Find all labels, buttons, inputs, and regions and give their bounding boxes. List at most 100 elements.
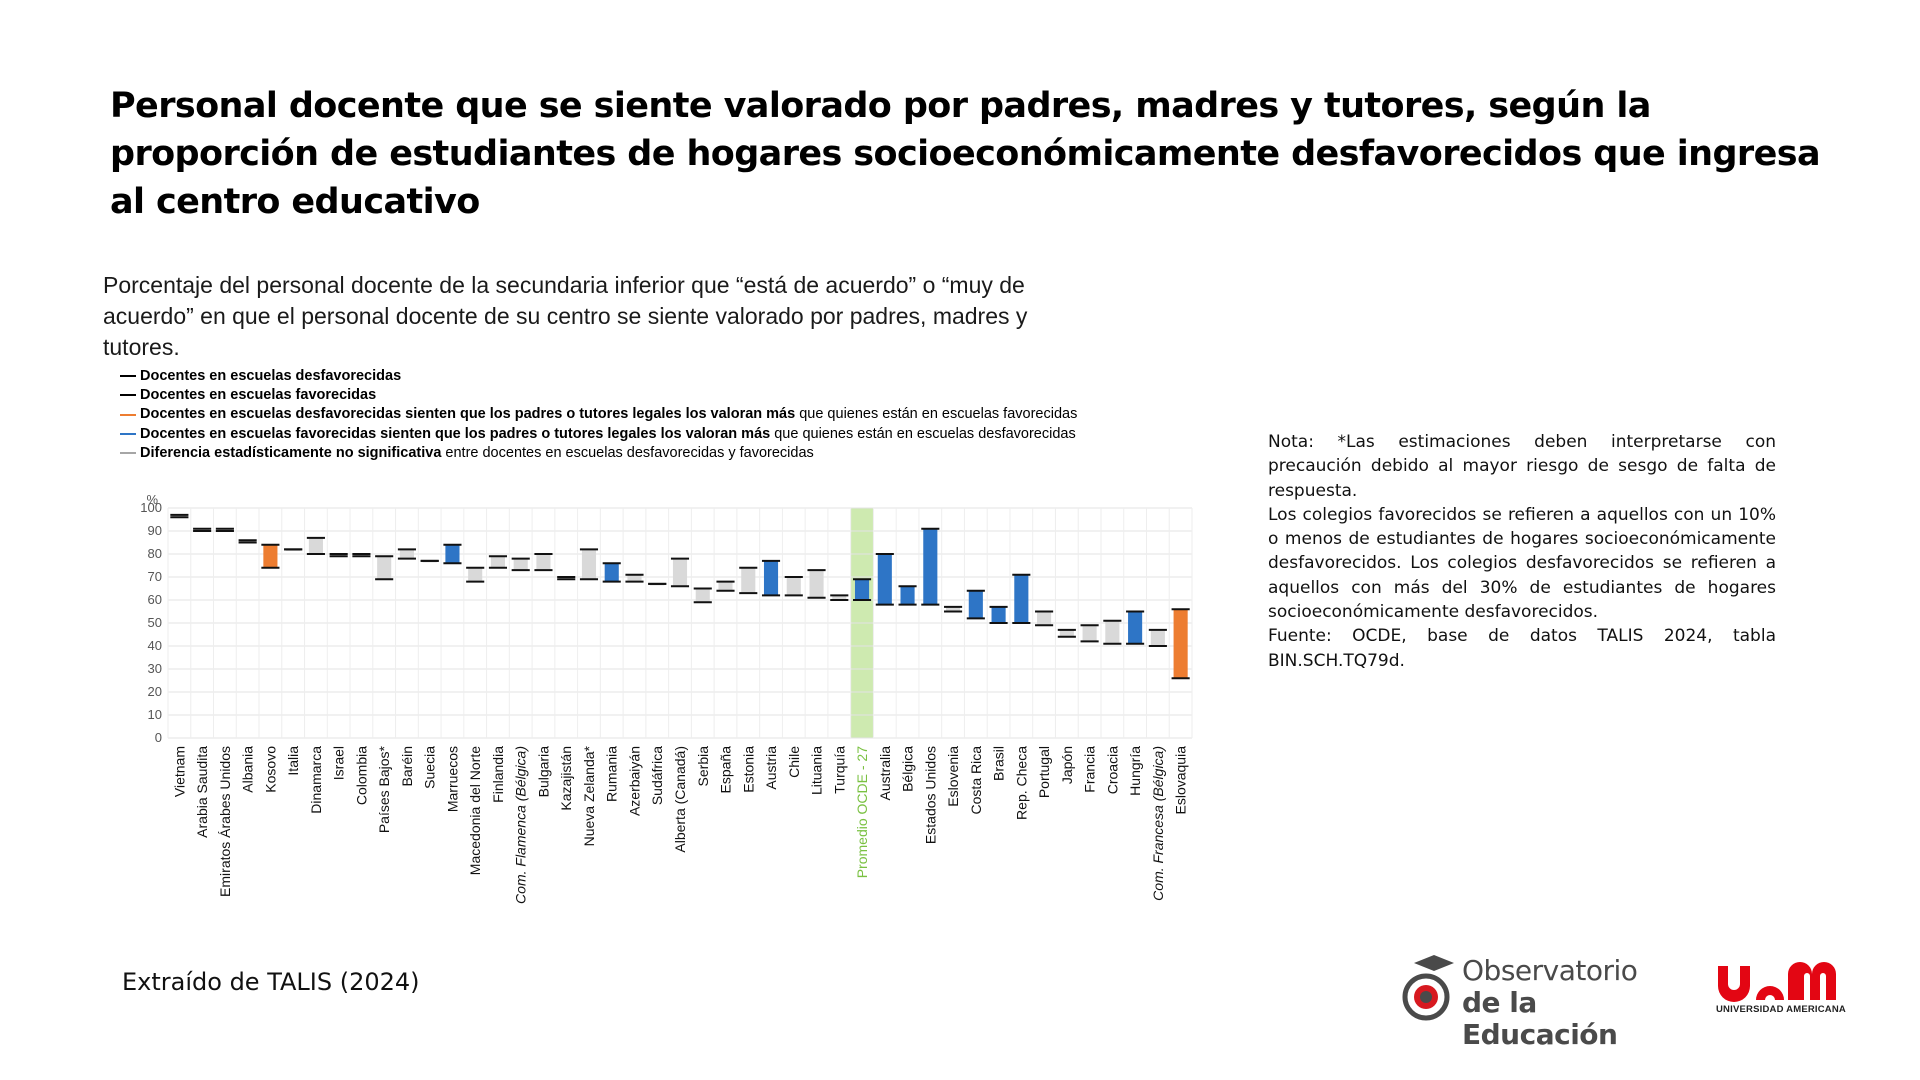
x-tick-label: Kosovo <box>262 746 278 793</box>
difference-bar <box>923 528 938 605</box>
x-tick-label: Israel <box>331 746 347 780</box>
difference-bar <box>217 528 232 531</box>
difference-bar <box>968 590 983 619</box>
difference-bar <box>877 554 892 605</box>
y-unit-label: % <box>146 492 158 507</box>
x-tick-label: Eslovenia <box>945 746 961 807</box>
y-tick-label: 20 <box>148 684 162 699</box>
x-tick-label: Lituania <box>809 746 825 795</box>
y-tick-label: 50 <box>148 615 162 630</box>
note-asterisk: Nota: *Las estimaciones deben interpreta… <box>1268 432 1776 501</box>
x-tick-label: Sudáfrica <box>649 746 665 805</box>
x-tick-label: Bélgica <box>900 746 916 792</box>
x-tick-label: Bulgaria <box>535 746 551 798</box>
logo-line-2: de la Educación <box>1462 986 1618 1051</box>
legend-rest: entre docentes en escuelas desfavorecida… <box>441 444 814 461</box>
difference-bar <box>1082 625 1097 642</box>
difference-bar <box>946 606 961 612</box>
y-tick-label: 90 <box>148 523 162 538</box>
difference-bar <box>1014 574 1029 623</box>
legend-item: Diferencia estadísticamente no significa… <box>120 444 1270 463</box>
difference-bar <box>445 544 460 564</box>
difference-bar <box>1059 629 1074 637</box>
logo-line-1: Observatorio <box>1462 954 1638 987</box>
legend-bold: Docentes en escuelas desfavorecidas <box>140 368 402 384</box>
difference-bar <box>240 540 255 543</box>
x-tick-label: Azerbaiyán <box>626 746 642 816</box>
legend-bold: Docentes en escuelas favorecidas <box>140 387 377 404</box>
difference-bar <box>604 563 619 582</box>
y-tick-label: 0 <box>155 730 162 745</box>
x-tick-label: Francia <box>1082 746 1098 793</box>
x-tick-label: Japón <box>1059 746 1075 784</box>
difference-bar <box>263 544 278 568</box>
x-tick-label: Eslovaquia <box>1173 746 1189 815</box>
x-tick-label: Arabia Saudita <box>194 746 210 838</box>
difference-bar <box>1173 609 1188 679</box>
x-tick-label: España <box>718 746 734 794</box>
difference-bar <box>581 549 597 580</box>
x-tick-label: Portugal <box>1036 746 1052 798</box>
x-tick-label: Serbia <box>695 746 711 787</box>
uam-logo: UNIVERSIDAD AMERICANA <box>1716 958 1848 1018</box>
difference-bar <box>536 554 551 571</box>
difference-bar <box>1037 611 1052 626</box>
x-tick-label: Costa Rica <box>968 746 984 815</box>
difference-bar <box>854 579 870 600</box>
x-tick-label: Macedonia del Norte <box>467 746 483 875</box>
difference-bar <box>195 528 210 531</box>
y-tick-label: 60 <box>148 592 162 607</box>
x-tick-label: Estonia <box>740 746 756 793</box>
difference-bar <box>832 595 847 600</box>
legend-dash-blue-icon <box>120 432 136 435</box>
difference-bar <box>741 567 756 594</box>
legend-dash-black-icon <box>120 394 136 397</box>
legend-bold: Docentes en escuelas favorecidas sienten… <box>140 425 771 442</box>
difference-bar <box>559 577 574 580</box>
x-tick-label: Alberta (Canadá) <box>672 746 688 853</box>
x-tick-label: Rep. Checa <box>1013 746 1029 820</box>
y-tick-label: 30 <box>148 661 162 676</box>
difference-bar <box>468 567 483 582</box>
difference-bar <box>1105 620 1120 644</box>
uam-tagline: UNIVERSIDAD AMERICANA <box>1716 1004 1846 1015</box>
observatorio-logo: Observatorio de la Educación <box>1400 954 1680 1051</box>
y-tick-label: 40 <box>148 638 162 653</box>
difference-bar <box>763 560 779 596</box>
x-tick-label: Italia <box>285 746 301 776</box>
y-tick-label: 100 <box>140 500 162 515</box>
difference-bar <box>172 514 187 518</box>
difference-bar <box>1128 611 1143 644</box>
y-tick-label: 10 <box>148 707 162 722</box>
legend-item: Docentes en escuelas desfavorecidas sien… <box>120 405 1270 424</box>
difference-bar <box>627 574 642 582</box>
source-caption: Extraído de TALIS (2024) <box>122 968 420 996</box>
difference-bar <box>308 537 323 554</box>
x-tick-label: Dinamarca <box>308 746 324 814</box>
legend-bold: Diferencia estadísticamente no significa… <box>140 444 442 461</box>
difference-bar <box>672 558 688 587</box>
difference-bar <box>490 556 506 568</box>
difference-bar <box>377 556 392 580</box>
x-tick-label: Nueva Zelanda* <box>581 745 597 846</box>
x-tick-label: Albania <box>240 746 256 793</box>
note-source: Fuente: OCDE, base de datos TALIS 2024, … <box>1268 626 1776 671</box>
legend-dash-gray-icon <box>120 451 136 454</box>
x-tick-label: Rumania <box>604 746 620 802</box>
difference-bar <box>513 558 528 571</box>
difference-bar <box>900 586 915 605</box>
uam-wordmark-icon <box>1718 962 1836 1002</box>
x-tick-label: Chile <box>786 746 802 778</box>
difference-bar <box>695 588 710 603</box>
difference-bar <box>809 570 824 598</box>
x-tick-label: Turquía <box>831 746 847 794</box>
x-tick-label: Com. Francesa (Bélgica) <box>1150 746 1166 901</box>
x-tick-label: Suecia <box>422 746 438 789</box>
x-tick-label: Promedio OCDE - 27 <box>854 746 870 878</box>
x-tick-label: Austria <box>763 746 779 790</box>
floating-bar-chart: 0 10 20 30 40 50 60 70 80 90 100% Vietnam Arabia Sau… <box>140 492 1193 904</box>
x-tick-label: Kazajistán <box>558 746 574 811</box>
chart-subtitle: Porcentaje del personal docente de la se… <box>103 272 1028 360</box>
chart-note: Nota: *Las estimaciones deben interpreta… <box>1268 430 1776 673</box>
legend-rest: que quienes están en escuelas favorecida… <box>795 406 1078 423</box>
